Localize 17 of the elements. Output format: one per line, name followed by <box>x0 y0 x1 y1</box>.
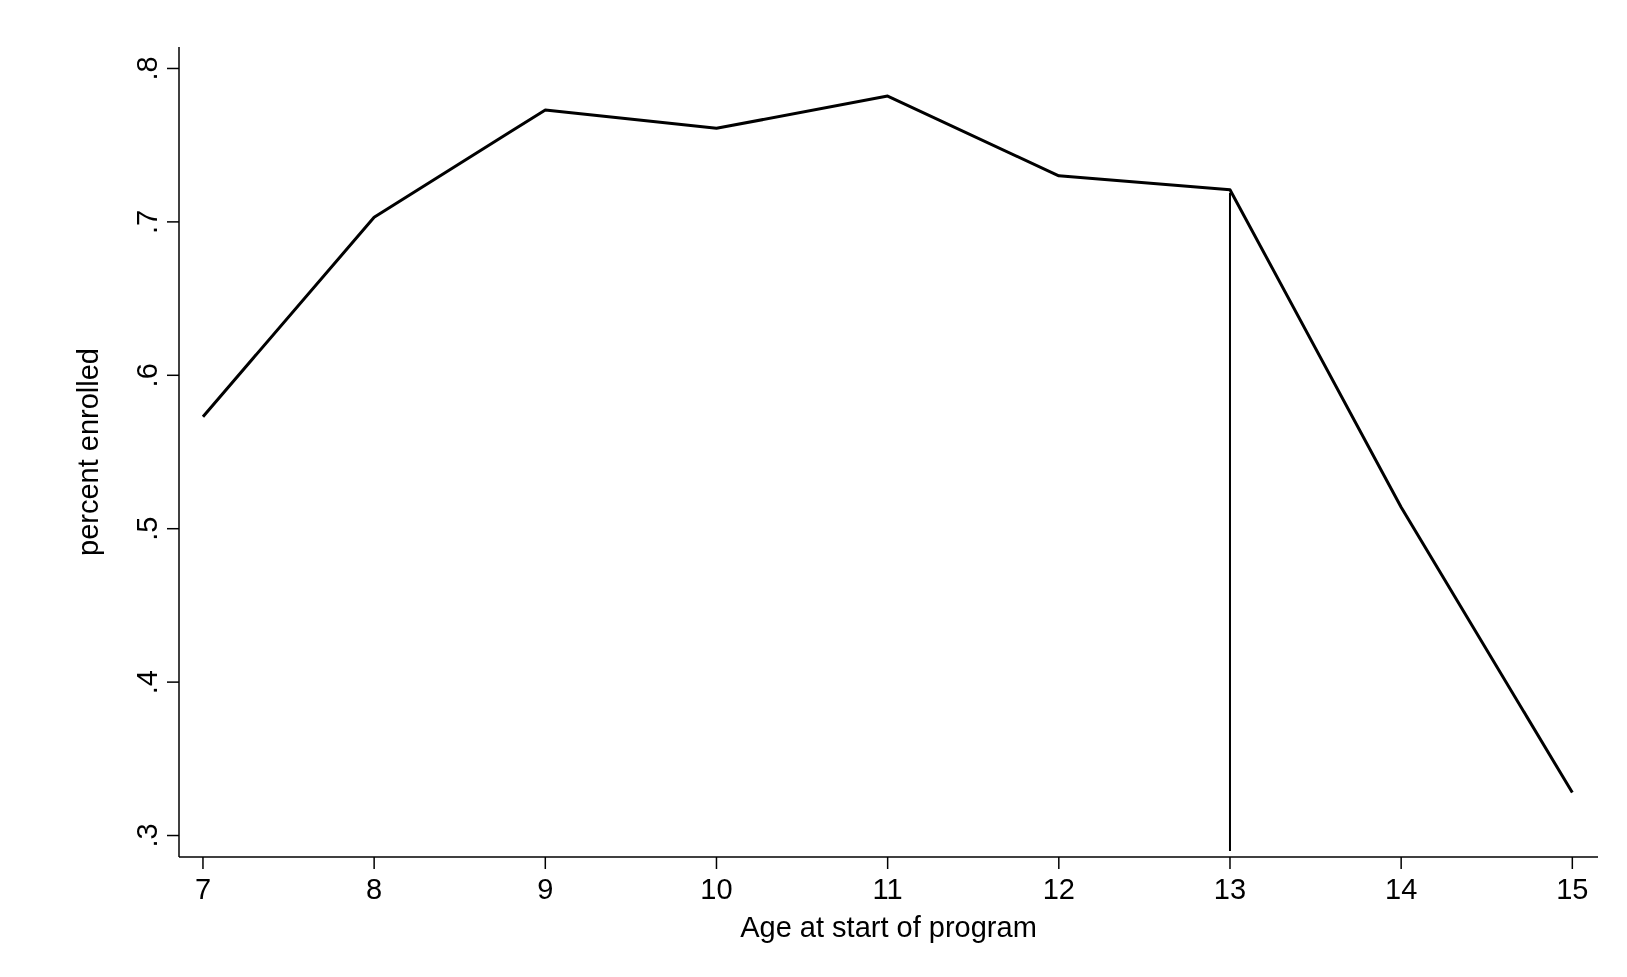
x-axis-title: Age at start of program <box>740 911 1037 943</box>
x-tick-label: 8 <box>366 873 383 905</box>
x-tick-label: 15 <box>1556 873 1589 905</box>
y-tick-label: .7 <box>131 209 163 234</box>
y-tick-label: .5 <box>131 516 163 541</box>
y-tick-label: .6 <box>131 363 163 388</box>
y-tick-label: .8 <box>131 56 163 81</box>
x-tick-label: 7 <box>194 873 212 905</box>
y-tick-label: .4 <box>131 670 163 695</box>
x-tick-label: 11 <box>872 873 903 905</box>
y-tick-label: .3 <box>131 823 163 848</box>
x-tick-label: 9 <box>537 873 554 905</box>
x-tick-label: 12 <box>1042 873 1075 905</box>
x-tick-label: 13 <box>1213 873 1247 905</box>
x-tick-label: 10 <box>700 873 733 905</box>
y-axis-title: percent enrolled <box>72 348 104 556</box>
x-tick-label: 14 <box>1385 873 1418 905</box>
